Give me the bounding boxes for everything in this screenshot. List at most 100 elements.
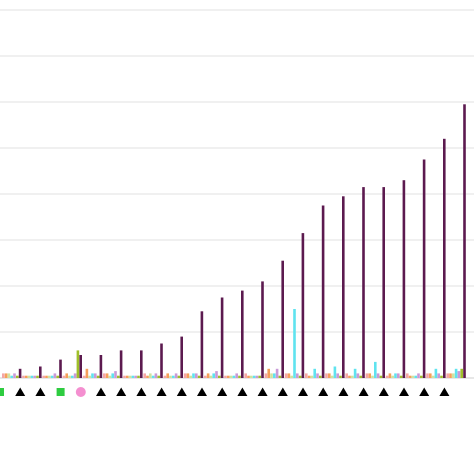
triangle-marker — [217, 387, 228, 396]
bar — [452, 373, 455, 378]
bar — [443, 138, 446, 378]
bar — [163, 375, 167, 378]
bar — [183, 373, 187, 378]
bar — [169, 375, 172, 378]
category-markers — [0, 387, 450, 397]
bar — [307, 375, 311, 378]
bar — [284, 373, 288, 378]
bar — [258, 375, 261, 378]
bar — [212, 373, 215, 378]
bar — [342, 196, 345, 378]
triangle-marker — [318, 387, 329, 396]
bar — [298, 375, 302, 378]
bar — [13, 373, 16, 378]
triangle-marker — [96, 387, 106, 396]
triangle-marker — [15, 387, 26, 396]
bar — [143, 373, 146, 378]
bar — [296, 373, 299, 378]
bar — [385, 375, 389, 378]
triangle-marker — [277, 387, 288, 396]
bar — [209, 375, 213, 378]
bar — [204, 375, 207, 378]
bar — [273, 373, 276, 378]
bar — [128, 375, 132, 378]
bar — [457, 371, 461, 378]
bar — [362, 187, 365, 378]
bar — [4, 373, 8, 378]
bar — [394, 373, 397, 378]
bar — [414, 375, 417, 378]
bar — [437, 373, 440, 378]
bar — [59, 359, 62, 378]
bar — [388, 373, 392, 378]
bar — [149, 373, 152, 378]
bar — [232, 375, 236, 378]
bar — [261, 281, 264, 378]
bar — [140, 350, 143, 378]
bar — [255, 375, 259, 378]
triangle-marker — [35, 387, 46, 396]
bar — [103, 373, 106, 378]
triangle-marker — [197, 387, 207, 396]
bar — [7, 373, 11, 378]
bar — [463, 104, 466, 379]
bar — [2, 373, 5, 378]
bar — [264, 373, 268, 378]
bar — [229, 375, 233, 378]
bar — [94, 373, 97, 378]
bar — [348, 375, 351, 378]
bar — [123, 375, 126, 378]
triangle-marker — [399, 387, 409, 396]
bar — [177, 375, 181, 378]
bar — [356, 373, 360, 378]
bar — [374, 361, 377, 378]
bar — [53, 373, 57, 378]
bar — [247, 375, 250, 378]
bar — [397, 373, 400, 378]
bar — [68, 375, 71, 378]
bar — [238, 375, 241, 378]
bar — [319, 375, 322, 378]
bar — [359, 375, 362, 378]
bar — [146, 375, 149, 378]
bar — [406, 373, 409, 378]
square-marker — [56, 388, 65, 396]
bar — [16, 375, 19, 378]
bar — [313, 368, 316, 378]
bar — [192, 373, 195, 378]
triangle-marker — [439, 387, 450, 396]
bar — [111, 373, 114, 378]
gridlines — [0, 9, 474, 379]
triangle-marker — [358, 387, 369, 396]
bar — [200, 311, 204, 378]
bar — [160, 343, 163, 378]
triangle-marker — [136, 387, 147, 396]
bar — [195, 373, 198, 378]
bar — [371, 375, 374, 378]
bar — [429, 373, 432, 378]
bar — [56, 375, 59, 378]
bar — [220, 297, 224, 378]
bar — [391, 375, 394, 378]
bar — [215, 371, 218, 378]
triangle-marker — [237, 387, 248, 396]
bar — [42, 375, 45, 378]
triangle-marker — [298, 387, 308, 396]
bar — [446, 373, 449, 378]
bar — [189, 375, 192, 378]
bar — [79, 355, 82, 378]
bar — [134, 375, 137, 378]
bar — [365, 373, 369, 378]
bar — [91, 373, 94, 378]
bar — [27, 375, 31, 378]
bar — [174, 373, 178, 378]
bar — [18, 368, 22, 378]
bar — [417, 373, 420, 378]
bar — [353, 368, 357, 378]
bar — [180, 336, 183, 378]
bar — [316, 373, 319, 378]
bar — [108, 375, 112, 378]
bar — [290, 375, 293, 378]
bar — [440, 375, 443, 378]
triangle-marker — [156, 387, 167, 396]
